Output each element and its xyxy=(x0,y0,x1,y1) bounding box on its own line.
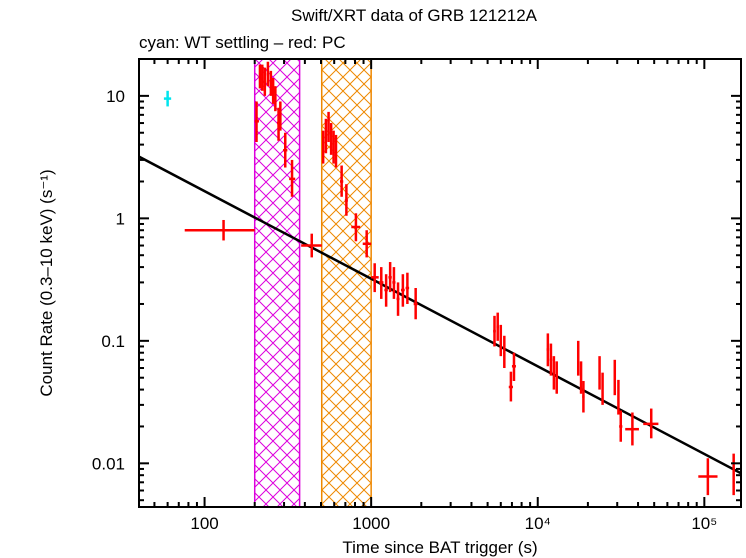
data-point xyxy=(324,118,328,154)
data-point xyxy=(579,361,583,394)
data-point xyxy=(496,312,499,341)
data-point xyxy=(388,262,392,293)
data-point xyxy=(283,132,288,168)
data-point xyxy=(405,272,410,304)
power-law-fit xyxy=(139,155,741,475)
data-point xyxy=(327,111,330,143)
data-point xyxy=(508,371,513,402)
data-point xyxy=(619,410,623,442)
x-axis-ticks: 100 1000 10⁴ 10⁵ xyxy=(153,59,717,533)
y-tick-label: 0.1 xyxy=(101,332,125,351)
data-point xyxy=(613,359,617,396)
data-point xyxy=(379,267,384,299)
data-point xyxy=(552,356,556,390)
data-point xyxy=(598,356,601,390)
data-point xyxy=(266,61,270,87)
x-axis-label: Time since BAT trigger (s) xyxy=(342,538,537,557)
data-point xyxy=(371,263,379,293)
data-points xyxy=(163,61,735,496)
data-point xyxy=(274,86,277,112)
chart-title: Swift/XRT data of GRB 121212A xyxy=(291,6,538,25)
data-point xyxy=(499,324,503,357)
chart-subtitle: cyan: WT settling – red: PC xyxy=(139,33,346,52)
data-point xyxy=(601,372,604,405)
time-bands xyxy=(253,58,372,508)
data-point xyxy=(334,134,338,168)
data-point xyxy=(351,213,361,242)
data-point xyxy=(339,165,344,197)
x-tick-label: 10⁵ xyxy=(691,514,717,533)
y-tick-label: 1 xyxy=(116,209,125,228)
data-point xyxy=(269,70,273,96)
data-point xyxy=(384,274,388,307)
data-point xyxy=(392,267,396,299)
data-point xyxy=(263,67,267,96)
fit-line-group xyxy=(139,155,741,475)
y-axis-ticks: 10 1 0.1 0.01 xyxy=(92,58,741,502)
data-point xyxy=(184,219,255,241)
data-point xyxy=(258,64,262,89)
data-point xyxy=(329,123,333,155)
data-point xyxy=(511,352,516,382)
data-point xyxy=(301,233,322,258)
data-point xyxy=(261,64,264,91)
data-point xyxy=(163,90,172,107)
data-point xyxy=(396,282,400,316)
data-point xyxy=(279,101,282,131)
y-axis-label: Count Rate (0.3–10 keV) (s⁻¹) xyxy=(37,169,56,396)
data-point xyxy=(698,458,718,496)
data-point xyxy=(321,130,325,164)
data-point xyxy=(582,381,585,413)
data-point xyxy=(549,343,553,376)
data-point xyxy=(362,230,372,258)
data-point xyxy=(576,340,580,376)
data-point xyxy=(643,408,659,439)
data-point xyxy=(254,101,259,143)
data-point xyxy=(332,130,335,164)
data-point xyxy=(400,274,405,307)
y-tick-label: 0.01 xyxy=(92,454,125,473)
data-point xyxy=(344,184,348,216)
data-point xyxy=(625,412,639,446)
data-point xyxy=(493,315,496,347)
data-point xyxy=(413,288,418,320)
data-point xyxy=(289,159,296,197)
x-tick-label: 1000 xyxy=(352,514,390,533)
data-point xyxy=(271,77,275,104)
data-point xyxy=(732,453,735,496)
plot-frame xyxy=(138,58,742,508)
data-point xyxy=(503,335,506,369)
y-tick-label: 10 xyxy=(106,87,125,106)
magenta-hatched-interval xyxy=(253,58,301,508)
data-point xyxy=(555,361,558,394)
x-tick-label: 10⁴ xyxy=(525,514,551,533)
data-point xyxy=(546,333,550,367)
x-tick-label: 100 xyxy=(190,514,218,533)
data-point xyxy=(617,379,620,415)
